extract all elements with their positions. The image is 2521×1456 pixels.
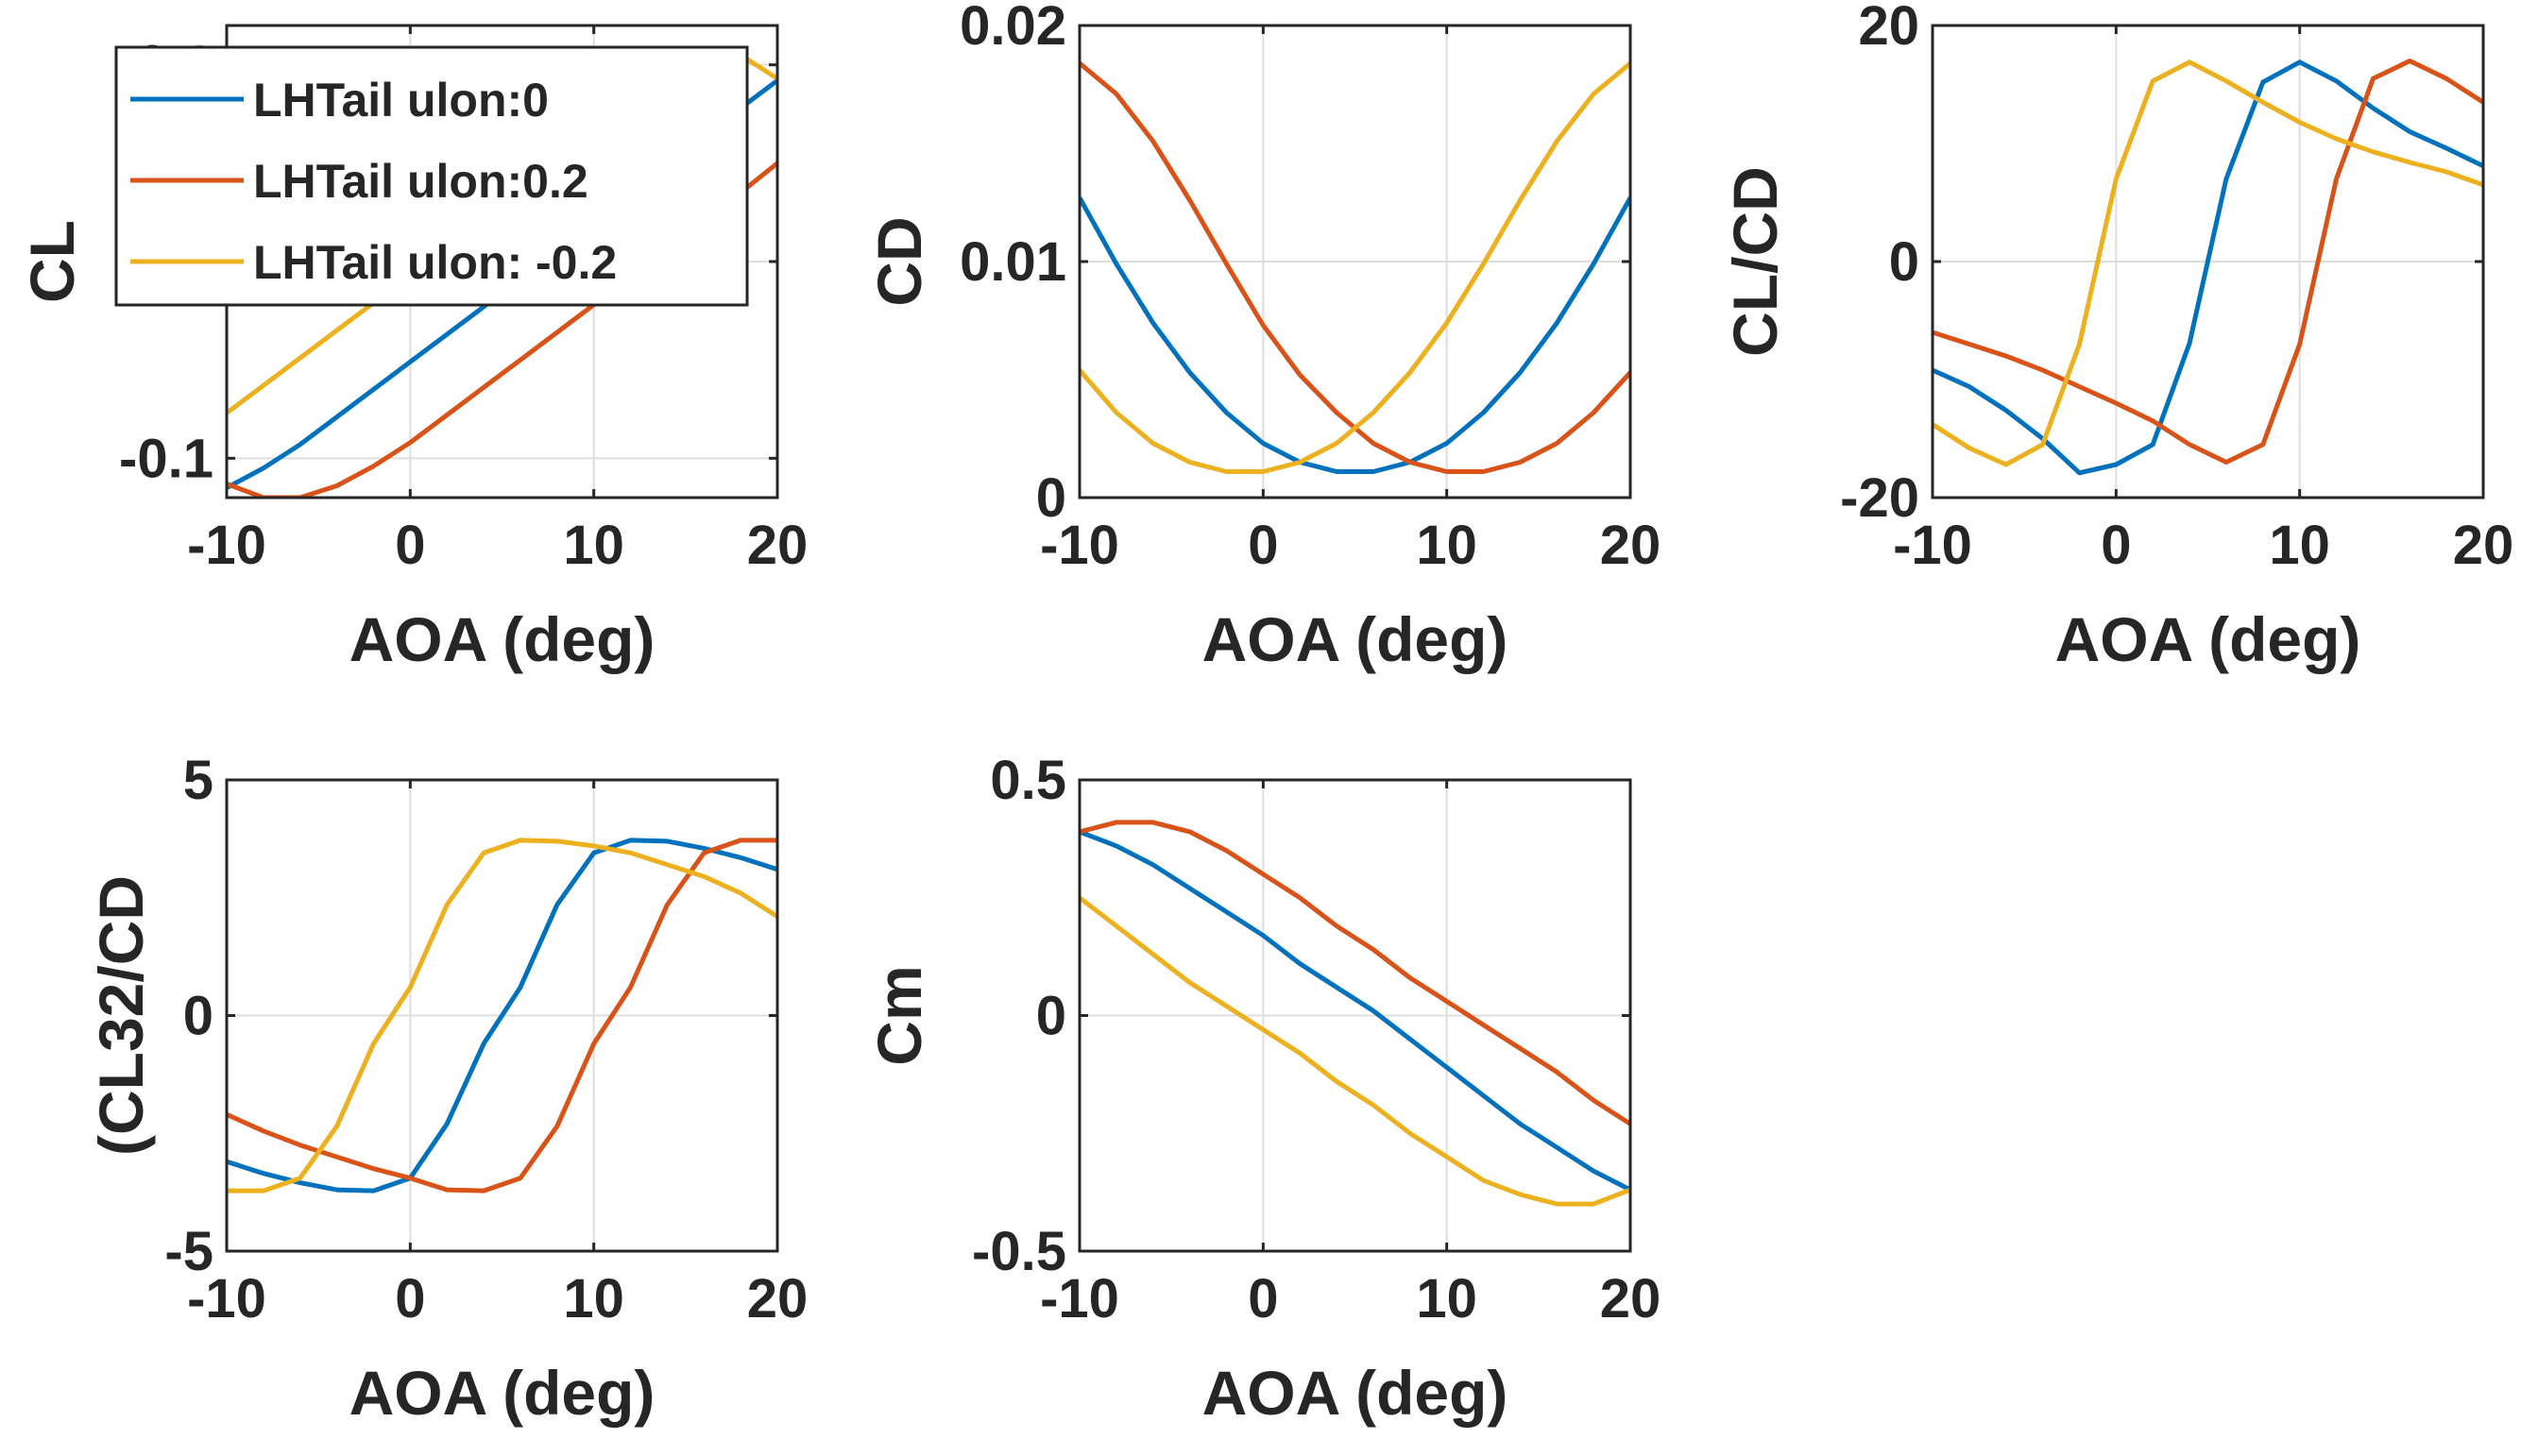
y-axis-label: CD bbox=[864, 216, 934, 306]
x-axis-label: AOA (deg) bbox=[349, 604, 656, 674]
subplot-5: -10 0 10 20 -0.5 0 0.5 AOA (deg) Cm bbox=[864, 750, 1661, 1428]
x-tick-label: -10 bbox=[187, 515, 266, 576]
x-tick-label: 20 bbox=[1600, 515, 1661, 576]
x-tick-label: -10 bbox=[1040, 515, 1119, 576]
x-tick-label: 10 bbox=[563, 515, 624, 576]
x-tick-label: 10 bbox=[1416, 515, 1477, 576]
legend: LHTail ulon:0 LHTail ulon:0.2 LHTail ulo… bbox=[114, 45, 749, 307]
x-tick-label: 20 bbox=[1600, 1268, 1661, 1329]
y-axis-label: Cm bbox=[864, 965, 934, 1065]
x-tick-label: 0 bbox=[1248, 1268, 1278, 1329]
y-tick-label: 0 bbox=[1036, 986, 1066, 1047]
x-axis-label: AOA (deg) bbox=[1202, 604, 1508, 674]
series-line-3 bbox=[227, 838, 777, 1194]
x-tick-label: 0 bbox=[2101, 515, 2131, 576]
y-tick-label: 0 bbox=[1036, 467, 1066, 529]
y-tick-label: 20 bbox=[1858, 0, 1919, 57]
y-axis-label: CL/CD bbox=[1720, 166, 1790, 357]
series-line-1 bbox=[227, 838, 777, 1194]
legend-entry-ulon-0-2: LHTail ulon:0.2 bbox=[253, 155, 588, 208]
x-axis-label: AOA (deg) bbox=[2055, 604, 2361, 674]
series-line-2 bbox=[1933, 59, 2483, 465]
series-line-3 bbox=[1933, 59, 2483, 467]
x-tick-label: 20 bbox=[747, 1268, 809, 1329]
subplot-3: -10 0 10 20 -20 0 20 AOA (deg) CL/CD bbox=[1720, 0, 2513, 674]
y-axis-label: (CL32/CD bbox=[86, 875, 156, 1156]
series-line-1 bbox=[1080, 196, 1630, 474]
y-tick-label: -0.5 bbox=[972, 1221, 1066, 1282]
y-tick-label: 0 bbox=[183, 986, 213, 1047]
series-line-3 bbox=[1080, 61, 1630, 474]
y-axis-label: CL bbox=[17, 220, 87, 303]
series-line-2 bbox=[1080, 820, 1630, 1126]
y-tick-label: -20 bbox=[1840, 467, 1919, 529]
x-tick-label: 20 bbox=[2453, 515, 2514, 576]
y-tick-label: 0 bbox=[1889, 231, 1919, 293]
y-tick-label: 5 bbox=[183, 750, 213, 811]
x-tick-label: 0 bbox=[395, 1268, 425, 1329]
subplot-4: -10 0 10 20 -5 0 5 AOA (deg) (CL32/CD bbox=[86, 750, 808, 1428]
y-tick-label: -0.1 bbox=[119, 428, 213, 489]
y-tick-label: 0.02 bbox=[960, 0, 1066, 57]
legend-entry-ulon-minus-0-2: LHTail ulon: -0.2 bbox=[253, 236, 617, 289]
series-line-1 bbox=[1080, 829, 1630, 1193]
legend-entry-ulon-0: LHTail ulon:0 bbox=[253, 74, 549, 127]
x-tick-label: -10 bbox=[1040, 1268, 1119, 1329]
x-tick-label: 10 bbox=[1416, 1268, 1477, 1329]
x-tick-label: 10 bbox=[2269, 515, 2330, 576]
x-tick-label: -10 bbox=[1893, 515, 1972, 576]
x-tick-label: 10 bbox=[563, 1268, 624, 1329]
x-axis-label: AOA (deg) bbox=[349, 1358, 656, 1428]
x-axis-label: AOA (deg) bbox=[1202, 1358, 1508, 1428]
x-tick-label: 0 bbox=[395, 515, 425, 576]
y-tick-label: 0.5 bbox=[990, 750, 1066, 811]
y-tick-label: 0.01 bbox=[960, 231, 1066, 293]
x-tick-label: -10 bbox=[187, 1268, 266, 1329]
series-line-1 bbox=[1933, 59, 2483, 476]
y-tick-label: -5 bbox=[164, 1221, 213, 1282]
series-line-3 bbox=[1080, 895, 1630, 1207]
x-tick-label: 0 bbox=[1248, 515, 1278, 576]
x-tick-label: 20 bbox=[747, 515, 809, 576]
